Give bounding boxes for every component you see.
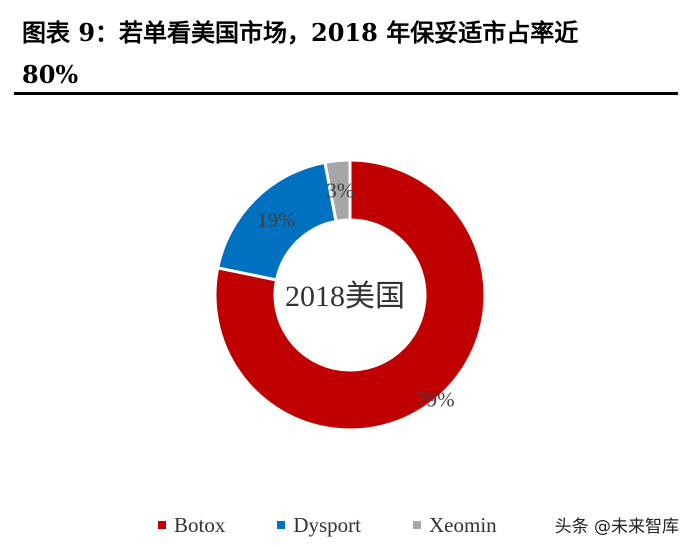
- legend-label-botox: Botox: [174, 512, 226, 537]
- center-label: 2018美国: [285, 280, 405, 313]
- legend-item-botox: Botox: [158, 513, 225, 538]
- data-label-dysport: 19%: [257, 208, 296, 232]
- legend: Botox Dysport Xeomin: [158, 510, 549, 540]
- data-label-xeomin: 3%: [326, 178, 354, 202]
- chart-title: 图表 9：若单看美国市场，2018 年保妥适市占率近 80%: [22, 12, 682, 96]
- title-line-1: 图表 9：若单看美国市场，2018 年保妥适市占率近: [22, 18, 579, 47]
- legend-item-dysport: Dysport: [277, 513, 361, 538]
- legend-label-dysport: Dysport: [293, 512, 362, 537]
- slice-xeomin: [323, 158, 352, 224]
- title-divider: [14, 92, 678, 95]
- legend-label-xeomin: Xeomin: [429, 512, 497, 537]
- legend-swatch-botox: [158, 521, 166, 529]
- title-line-2: 80%: [22, 60, 79, 89]
- data-label-botox: 79%: [416, 388, 455, 412]
- slice-botox: [213, 158, 487, 432]
- legend-item-xeomin: Xeomin: [413, 513, 497, 538]
- watermark: 头条 @未来智库: [550, 510, 683, 539]
- legend-swatch-xeomin: [413, 521, 422, 529]
- legend-swatch-dysport: [277, 521, 286, 529]
